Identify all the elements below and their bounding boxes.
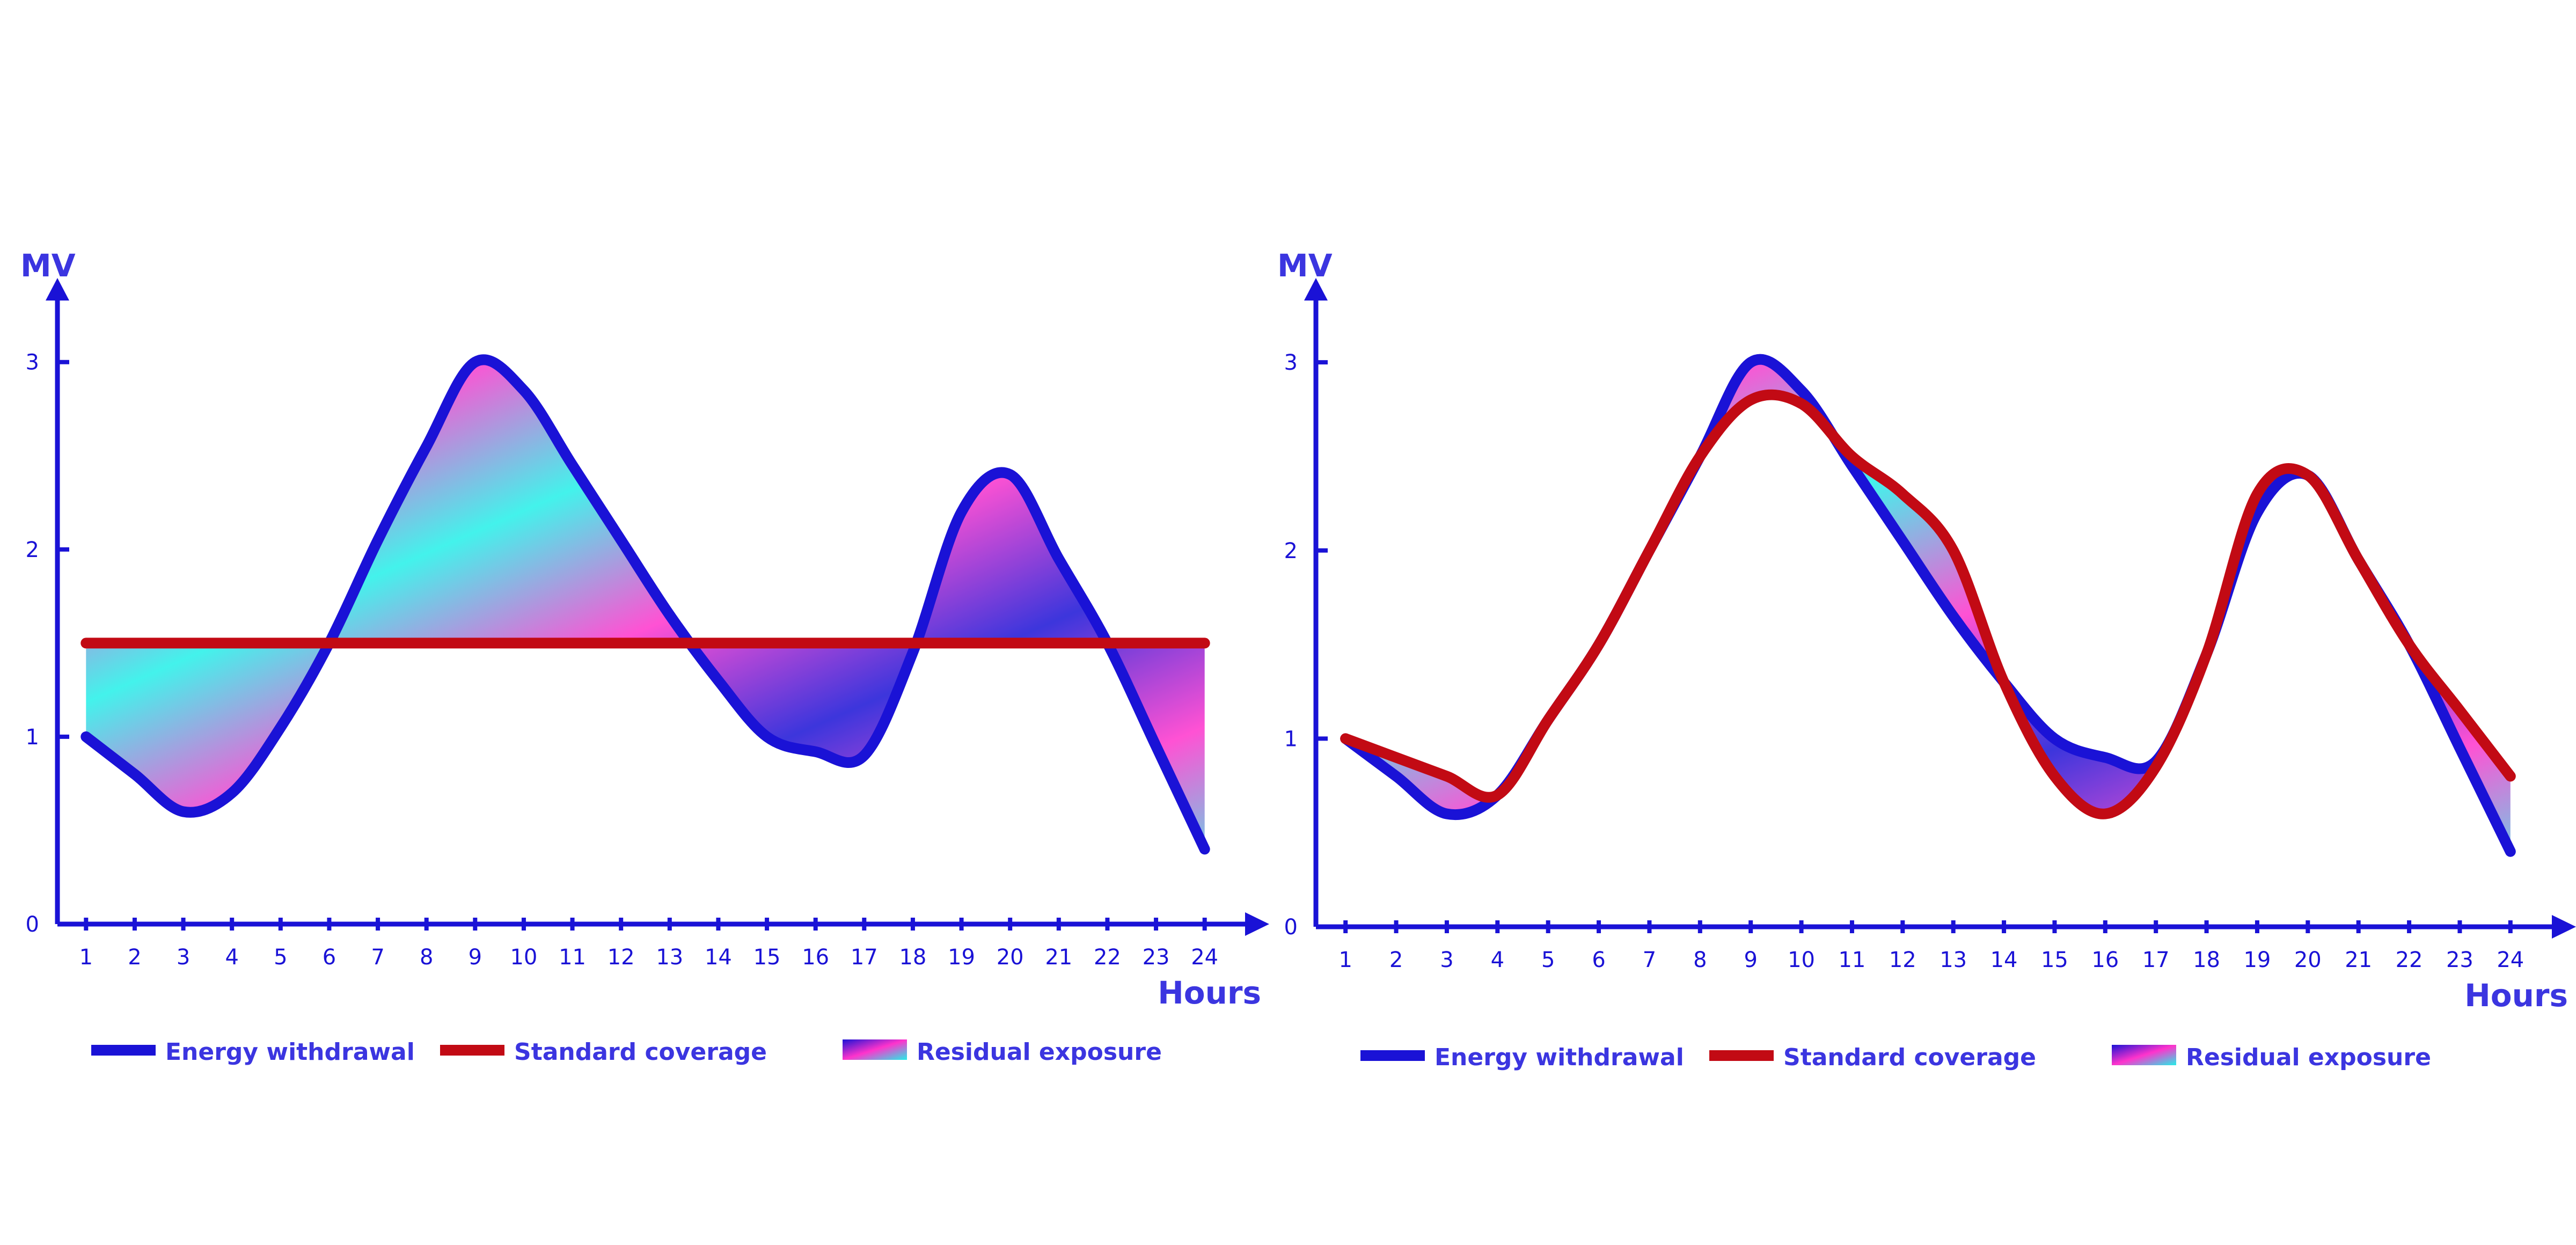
y-tick-label: 2 [1284, 539, 1298, 563]
x-tick-label: 15 [2041, 948, 2068, 972]
y-axis-arrow [46, 278, 69, 301]
x-tick-label: 11 [559, 945, 586, 970]
x-tick-label: 10 [510, 945, 537, 970]
x-tick-label: 4 [1491, 948, 1504, 972]
x-tick-label: 20 [2294, 948, 2322, 972]
y-tick-label: 3 [26, 350, 39, 375]
legend-label: Energy withdrawal [165, 1038, 415, 1066]
x-tick-label: 15 [753, 945, 781, 970]
x-axis-title: Hours [1158, 975, 1261, 1011]
legend-label: Standard coverage [514, 1038, 767, 1066]
residual-exposure-area [86, 360, 1205, 849]
x-axis-arrow [1245, 912, 1269, 936]
x-tick-label: 11 [1838, 948, 1865, 972]
x-tick-label: 22 [2396, 948, 2423, 972]
y-tick-label: 0 [26, 912, 39, 937]
y-axis-title: MV [1277, 247, 1333, 284]
x-tick-label: 13 [656, 945, 683, 970]
y-tick-label: 1 [26, 725, 39, 750]
x-tick-label: 23 [2446, 948, 2473, 972]
y-axis-arrow [1304, 278, 1328, 301]
y-tick-label: 1 [1284, 727, 1298, 751]
x-tick-label: 19 [948, 945, 975, 970]
x-tick-label: 24 [1191, 945, 1218, 970]
y-tick-label: 2 [26, 538, 39, 562]
x-tick-label: 16 [802, 945, 829, 970]
x-tick-label: 8 [1693, 948, 1707, 972]
legend-label: Standard coverage [1783, 1044, 2036, 1071]
x-tick-label: 10 [1788, 948, 1815, 972]
x-tick-label: 17 [851, 945, 878, 970]
x-tick-label: 9 [469, 945, 482, 970]
x-tick-label: 23 [1143, 945, 1170, 970]
x-axis-title: Hours [2464, 977, 2568, 1014]
x-tick-label: 4 [225, 945, 238, 970]
legend: Energy withdrawal Standard coverage Residu… [91, 1038, 1162, 1066]
y-tick-label: 0 [1284, 915, 1298, 940]
series-line-standard-coverage [1340, 389, 2516, 819]
legend-swatch-residual-exposure [2112, 1045, 2176, 1065]
x-tick-label: 22 [1094, 945, 1121, 970]
x-tick-label: 2 [1389, 948, 1403, 972]
x-tick-label: 16 [2091, 948, 2119, 972]
x-tick-label: 13 [1940, 948, 1967, 972]
x-tick-label: 18 [2193, 948, 2220, 972]
legend-label: Residual exposure [917, 1038, 1162, 1066]
x-tick-label: 21 [2345, 948, 2372, 972]
legend-swatch-residual-exposure [843, 1039, 907, 1060]
x-tick-label: 18 [899, 945, 926, 970]
x-tick-label: 9 [1744, 948, 1757, 972]
x-tick-label: 7 [1643, 948, 1656, 972]
x-tick-label: 1 [79, 945, 93, 970]
residual-exposure-area [1345, 359, 2511, 852]
x-tick-label: 14 [1990, 948, 2018, 972]
x-tick-label: 14 [705, 945, 732, 970]
x-tick-label: 3 [177, 945, 190, 970]
x-tick-label: 6 [1592, 948, 1605, 972]
x-tick-label: 1 [1338, 948, 1352, 972]
legend: Energy withdrawal Standard coverage Residu… [1360, 1044, 2431, 1071]
x-tick-label: 3 [1440, 948, 1453, 972]
legend-label: Residual exposure [2186, 1044, 2431, 1071]
x-axis-arrow [2552, 915, 2576, 939]
x-tick-label: 5 [1541, 948, 1555, 972]
y-tick-label: 3 [1284, 350, 1298, 375]
x-tick-label: 17 [2142, 948, 2170, 972]
x-tick-label: 24 [2497, 948, 2524, 972]
x-tick-label: 21 [1045, 945, 1072, 970]
x-tick-label: 5 [274, 945, 287, 970]
x-tick-label: 8 [420, 945, 433, 970]
x-tick-label: 19 [2243, 948, 2271, 972]
y-axis-title: MV [20, 247, 76, 284]
x-tick-label: 12 [608, 945, 635, 970]
x-tick-label: 7 [371, 945, 384, 970]
series-line-energy-withdrawal [80, 354, 1210, 855]
x-tick-label: 12 [1889, 948, 1916, 972]
x-tick-label: 6 [323, 945, 336, 970]
x-tick-label: 20 [997, 945, 1024, 970]
x-tick-label: 2 [128, 945, 141, 970]
legend-label: Energy withdrawal [1435, 1044, 1684, 1071]
